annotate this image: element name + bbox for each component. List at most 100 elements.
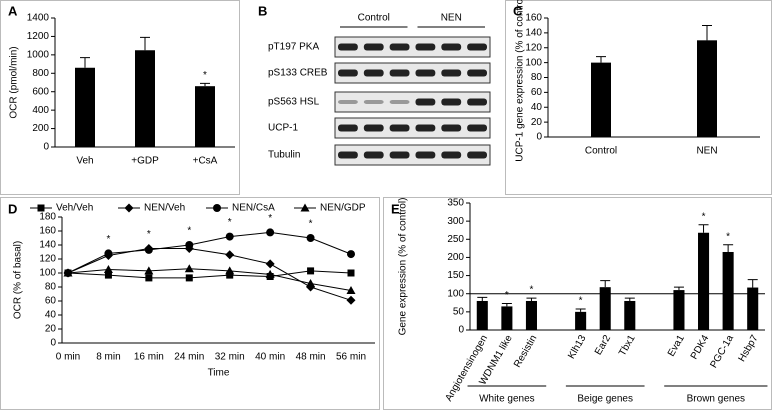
y-tick-label: 80	[45, 282, 57, 293]
band	[415, 43, 436, 51]
y-tick-label: 300	[447, 216, 464, 227]
band	[389, 124, 410, 132]
y-tick-label: 40	[531, 102, 543, 113]
bar	[673, 290, 685, 330]
y-tick-label: 80	[531, 72, 543, 83]
point	[306, 279, 316, 287]
band	[363, 69, 384, 77]
bar	[135, 50, 155, 147]
x-tick-label: +GDP	[131, 156, 159, 167]
row-label: pS133 CREB	[268, 68, 328, 79]
x-tick-label: 16 min	[134, 352, 164, 363]
x-axis-label: Time	[208, 368, 230, 379]
band	[441, 43, 462, 51]
x-tick-label: 0 min	[56, 352, 80, 363]
panel-label: B	[258, 3, 267, 18]
band	[441, 98, 462, 106]
point	[347, 269, 355, 277]
band	[467, 43, 487, 51]
blot-frame	[334, 144, 491, 166]
error-bar	[140, 36, 150, 51]
y-tick-label: 120	[525, 42, 542, 53]
bar	[75, 67, 95, 147]
band	[338, 69, 358, 77]
bar	[697, 40, 717, 137]
y-tick-label: 0	[50, 338, 56, 349]
error-bar	[747, 279, 758, 288]
band	[338, 43, 358, 51]
blot-frame	[334, 91, 491, 113]
band	[415, 151, 436, 159]
y-tick-label: 150	[447, 270, 464, 281]
point	[145, 274, 153, 282]
error-bar	[600, 280, 611, 288]
point	[144, 245, 153, 254]
y-tick-label: 200	[32, 123, 49, 134]
x-tick-label: PDK4	[689, 333, 712, 362]
band	[415, 69, 436, 77]
group-label: Brown genes	[687, 394, 745, 405]
point	[226, 271, 234, 279]
y-axis-label: OCR (% of basal)	[13, 241, 24, 319]
panel-label: C	[513, 3, 523, 18]
panel-label: A	[8, 3, 18, 18]
y-tick-label: 40	[45, 310, 57, 321]
error-bar	[702, 24, 712, 41]
error-bar	[575, 308, 586, 312]
band	[467, 124, 487, 132]
y-tick-label: 160	[525, 13, 542, 24]
series-line	[67, 270, 352, 279]
bar	[624, 300, 636, 330]
x-tick-label: Tbx1	[617, 333, 638, 358]
error-bar	[698, 224, 709, 233]
error-bar	[200, 82, 210, 87]
band	[389, 69, 410, 77]
row-label: pT197 PKA	[268, 42, 319, 53]
significance: *	[579, 296, 583, 307]
band	[363, 100, 384, 104]
point	[307, 267, 315, 275]
point	[266, 228, 275, 237]
y-tick-label: 0	[536, 132, 542, 143]
band	[441, 151, 462, 159]
y-tick-label: 1400	[27, 13, 50, 24]
legend-marker	[37, 204, 45, 212]
y-axis-label: Gene expression (% of control)	[398, 198, 409, 336]
y-tick-label: 140	[39, 240, 56, 251]
bar	[591, 62, 611, 137]
y-tick-label: 1000	[27, 49, 50, 60]
significance: *	[187, 226, 191, 237]
y-tick-label: 350	[447, 198, 464, 209]
point	[225, 266, 235, 275]
series-line	[67, 268, 352, 291]
x-tick-label: Hsbp7	[737, 333, 761, 364]
y-tick-label: 1200	[27, 31, 50, 42]
significance: *	[530, 285, 534, 296]
significance: *	[268, 213, 272, 224]
y-tick-label: 100	[525, 57, 542, 68]
y-tick-label: 20	[45, 324, 57, 335]
y-tick-label: 140	[525, 28, 542, 39]
error-bar	[526, 297, 537, 301]
significance: *	[309, 219, 313, 230]
y-tick-label: 180	[39, 212, 56, 223]
y-tick-label: 600	[32, 86, 49, 97]
y-axis-label: OCR (pmol/min)	[9, 46, 20, 118]
band	[415, 124, 436, 132]
y-tick-label: 60	[45, 296, 57, 307]
legend-marker	[300, 203, 310, 212]
error-bar	[723, 244, 734, 252]
y-tick-label: 400	[32, 105, 49, 116]
row-label: Tubulin	[268, 150, 300, 161]
legend-label: Veh/Veh	[56, 203, 93, 214]
band	[338, 124, 358, 132]
point	[184, 264, 194, 273]
bar	[575, 311, 587, 330]
y-tick-label: 0	[43, 142, 49, 153]
panel-frame	[383, 197, 772, 410]
point	[185, 241, 194, 249]
bar	[476, 300, 488, 330]
x-tick-label: Klh13	[566, 333, 589, 361]
y-tick-label: 50	[453, 306, 465, 317]
